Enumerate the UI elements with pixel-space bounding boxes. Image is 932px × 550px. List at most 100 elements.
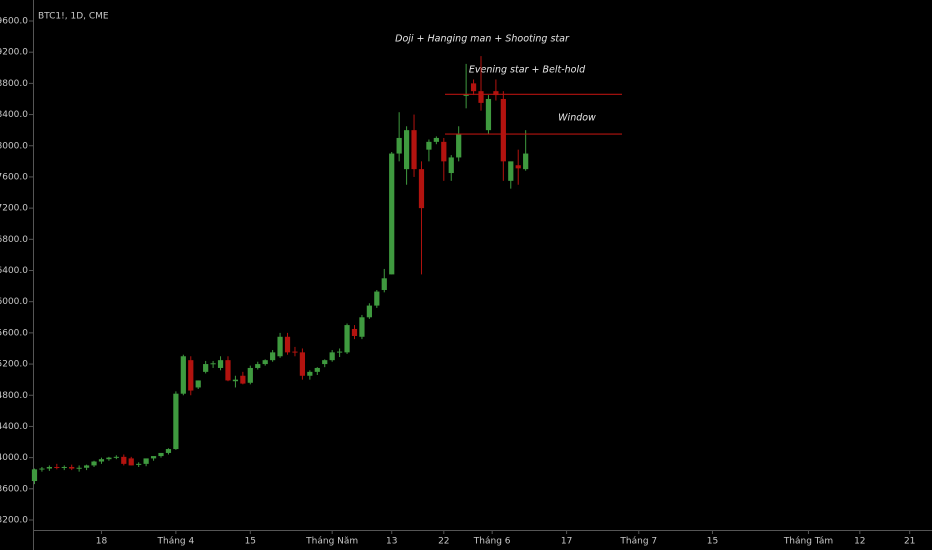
candle-body — [448, 157, 454, 174]
candle-body — [98, 459, 105, 462]
candle-body — [173, 393, 179, 450]
x-tick-label: 17 — [561, 537, 572, 547]
y-tick-label: 8400.0 — [0, 110, 28, 120]
candle-body — [403, 130, 410, 170]
candle-body — [61, 466, 67, 468]
candle-body — [470, 83, 477, 92]
candle-body — [284, 336, 291, 353]
candle-body — [299, 352, 306, 376]
y-tick-label: 6800.0 — [0, 235, 28, 245]
candle-body — [91, 461, 97, 466]
candle-body — [46, 466, 52, 469]
candle-body — [128, 458, 134, 466]
candle-body — [165, 449, 172, 453]
candle-body — [39, 468, 45, 470]
candle-body — [270, 352, 276, 361]
candle-body — [314, 367, 320, 372]
candle-body — [381, 278, 387, 290]
candle-body — [113, 456, 119, 458]
x-tick-label: 15 — [245, 537, 256, 547]
candle-body — [262, 360, 268, 365]
candle-body — [426, 141, 432, 150]
candle-body — [76, 467, 82, 469]
candle-body — [307, 371, 313, 376]
candle-body — [277, 336, 283, 357]
candle-body — [366, 305, 372, 318]
y-tick-label: 5200.0 — [0, 360, 28, 370]
candle-body — [210, 363, 216, 365]
candle-body — [478, 91, 484, 103]
x-tick-label: Tháng Năm — [305, 537, 358, 547]
y-tick-label: 5600.0 — [0, 328, 28, 338]
candle-body — [195, 380, 201, 388]
candle-body — [143, 458, 149, 464]
x-tick-label: 12 — [854, 537, 865, 547]
candle-body — [83, 465, 90, 468]
x-tick-label: Tháng 6 — [473, 537, 511, 547]
candle-body — [106, 457, 112, 460]
candle-body — [337, 351, 343, 353]
y-tick-label: 8000.0 — [0, 141, 28, 151]
candle-body — [441, 141, 447, 162]
y-tick-label: 4800.0 — [0, 391, 28, 401]
candle-body — [136, 463, 142, 465]
candle-body — [515, 165, 521, 169]
candle-body — [217, 360, 224, 368]
candle-body — [150, 456, 157, 459]
x-tick-label: Tháng 4 — [157, 537, 195, 547]
candle-body — [240, 375, 246, 384]
x-tick-label: 21 — [904, 537, 915, 547]
y-tick-label: 6400.0 — [0, 266, 28, 276]
symbol-title: BTC1!, 1D, CME — [38, 12, 109, 22]
y-tick-label: 4000.0 — [0, 453, 28, 463]
candle-body — [508, 161, 514, 181]
y-tick-label: 6000.0 — [0, 297, 28, 307]
candle-body — [232, 379, 239, 382]
y-tick-label: 7600.0 — [0, 172, 28, 182]
x-tick-label: 13 — [386, 537, 397, 547]
candle-body — [493, 91, 499, 96]
y-tick-label: 8800.0 — [0, 79, 28, 89]
x-tick-label: Tháng 7 — [619, 537, 657, 547]
candle-body — [225, 360, 231, 381]
candle-body — [54, 466, 60, 468]
candle-body — [121, 456, 127, 464]
candle-body — [247, 367, 253, 383]
candle-body — [158, 452, 164, 457]
candle-body — [292, 351, 298, 353]
candle-body — [255, 364, 261, 368]
candle-body — [463, 94, 469, 96]
candle-body — [31, 469, 38, 482]
candle-body — [322, 360, 328, 365]
annotation: Window — [558, 113, 596, 124]
candle-body — [396, 137, 402, 154]
y-tick-label: 3200.0 — [0, 516, 28, 526]
candle-body — [329, 352, 335, 361]
candle-body — [456, 134, 462, 158]
candle-body — [411, 130, 417, 170]
candle-body — [344, 325, 350, 353]
candle-body — [69, 466, 75, 469]
y-tick-label: 3600.0 — [0, 484, 28, 494]
candle-body — [180, 356, 186, 394]
y-tick-label: 4400.0 — [0, 422, 28, 432]
candle-body — [188, 360, 194, 391]
candle-body — [500, 98, 506, 162]
x-tick-label: 18 — [96, 537, 108, 547]
candle-body — [418, 169, 425, 209]
candle-body — [485, 98, 492, 131]
x-tick-label: Tháng Tám — [783, 537, 833, 547]
annotation: Evening star + Belt-hold — [469, 65, 586, 76]
candle-body — [203, 364, 209, 372]
candle-body — [359, 317, 365, 337]
y-tick-label: 9200.0 — [0, 48, 28, 58]
candle-body — [374, 291, 380, 306]
candle-body — [389, 153, 395, 275]
x-tick-label: 22 — [438, 537, 449, 547]
y-tick-label: 9600.0 — [0, 17, 28, 27]
candle-body — [523, 153, 529, 170]
x-tick-label: 15 — [707, 537, 718, 547]
y-tick-label: 7200.0 — [0, 204, 28, 214]
candle-body — [433, 137, 439, 142]
